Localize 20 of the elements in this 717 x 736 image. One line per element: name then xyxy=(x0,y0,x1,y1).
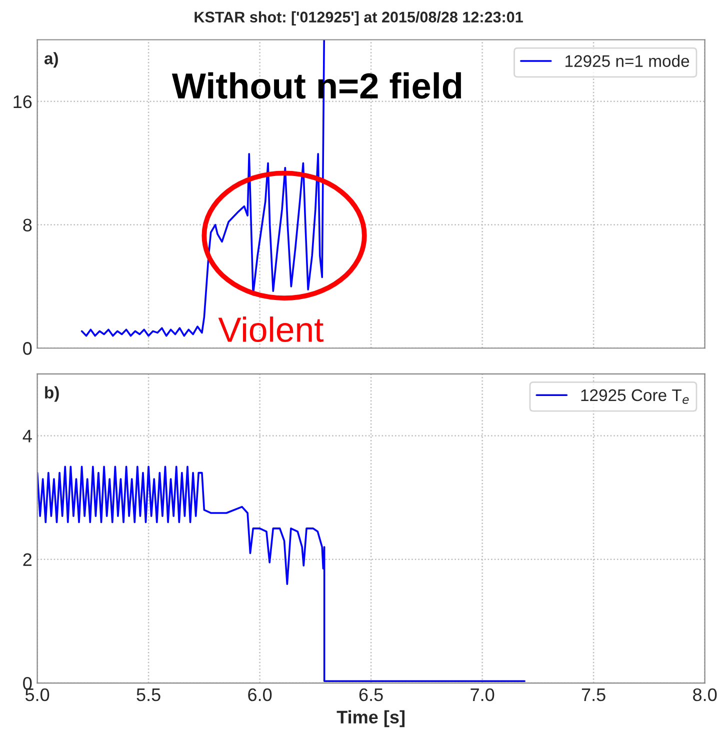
y-tick-label: 2 xyxy=(23,553,32,566)
x-tick-label: 5.0 xyxy=(25,688,50,702)
x-tick-label: 8.0 xyxy=(693,688,717,702)
y-tick-label: 4 xyxy=(22,430,32,442)
y-tick-label: 8 xyxy=(23,218,32,232)
x-tick-label: 6.0 xyxy=(248,688,272,702)
chart-title: KSTAR shot: ['012925'] at 2015/08/28 12:23:01 xyxy=(194,11,523,26)
x-axis-title: Time [s] xyxy=(336,710,404,728)
annotation: Violent xyxy=(218,316,324,342)
x-tick-label: 7.5 xyxy=(582,688,606,702)
y-tick-label: 16 xyxy=(14,95,32,108)
x-tick-label: 7.0 xyxy=(470,688,494,702)
annotation: b) xyxy=(45,386,59,402)
legend-label: 12925 Core T$_{e}$ xyxy=(581,389,689,404)
annotation: a) xyxy=(44,52,58,68)
line-series xyxy=(37,466,526,682)
legend-label: 12925 n=1 mode xyxy=(566,54,690,67)
x-tick-label: 5.5 xyxy=(136,688,160,702)
x-tick-label: 6.5 xyxy=(359,688,383,702)
y-tick-label: 0 xyxy=(23,342,32,355)
